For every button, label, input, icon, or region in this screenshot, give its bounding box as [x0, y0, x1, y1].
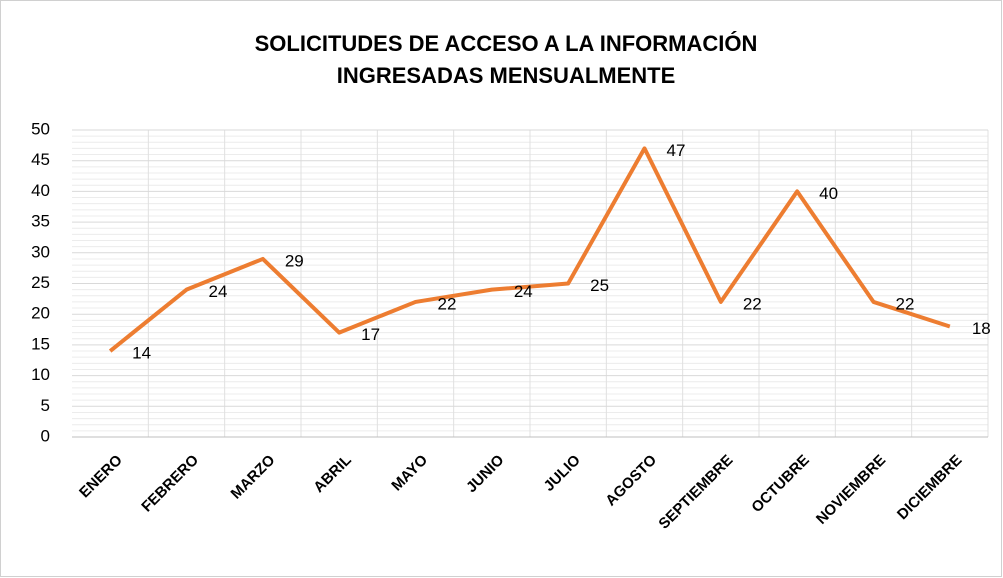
y-tick-label: 40: [31, 181, 50, 200]
y-tick-label: 25: [31, 273, 50, 292]
chart-title: SOLICITUDES DE ACCESO A LA INFORMACIÓN: [255, 31, 758, 56]
y-tick-label: 35: [31, 212, 50, 231]
data-label: 22: [438, 294, 457, 313]
data-label: 25: [590, 276, 609, 295]
y-tick-label: 5: [41, 396, 50, 415]
data-label: 22: [896, 294, 915, 313]
data-label: 18: [972, 319, 991, 338]
data-label: 17: [361, 325, 380, 344]
chart-title: INGRESADAS MENSUALMENTE: [337, 63, 676, 88]
y-tick-label: 10: [31, 365, 50, 384]
y-tick-label: 0: [41, 426, 50, 445]
line-series: [108, 146, 951, 353]
y-tick-label: 50: [31, 119, 50, 138]
data-label: 24: [209, 282, 228, 301]
y-tick-label: 30: [31, 242, 50, 261]
data-label: 29: [285, 251, 304, 270]
data-label: 40: [819, 184, 838, 203]
y-tick-label: 20: [31, 304, 50, 323]
data-label: 24: [514, 282, 533, 301]
y-tick-label: 15: [31, 334, 50, 353]
data-label: 22: [743, 294, 762, 313]
data-label: 14: [132, 344, 151, 363]
y-tick-label: 45: [31, 150, 50, 169]
data-label: 47: [667, 141, 686, 160]
